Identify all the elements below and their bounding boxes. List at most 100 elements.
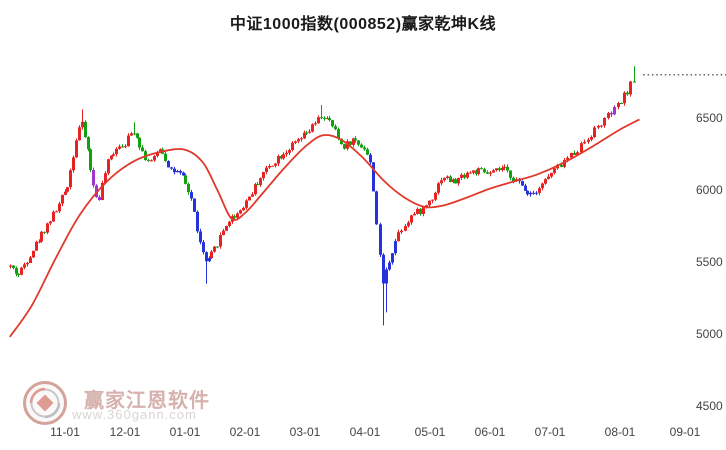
candle-body <box>475 170 478 174</box>
candle <box>620 102 623 105</box>
candle-body <box>437 183 440 193</box>
candle-body <box>446 176 449 178</box>
candle-body <box>268 166 271 168</box>
candle <box>428 200 431 208</box>
candle <box>167 160 170 168</box>
candle <box>193 198 196 212</box>
candle-body <box>20 267 23 275</box>
candle-body <box>130 133 133 136</box>
candle-body <box>222 230 225 235</box>
candle <box>213 246 216 253</box>
candle-body <box>69 170 72 188</box>
candle <box>391 253 394 265</box>
candle <box>550 172 553 179</box>
candle <box>382 253 385 326</box>
candle-body <box>265 167 268 172</box>
candle <box>182 171 185 176</box>
candle <box>12 265 15 270</box>
candle <box>495 168 498 172</box>
candle-body <box>357 140 360 145</box>
candle-body <box>124 146 127 148</box>
candle-body <box>291 142 294 150</box>
candle-body <box>225 226 228 231</box>
candle-body <box>118 146 121 149</box>
candle-body <box>138 137 141 148</box>
x-axis-label: 06-01 <box>475 425 506 439</box>
candle <box>547 174 550 180</box>
candle-body <box>538 188 541 193</box>
candle <box>317 115 320 124</box>
candle-body <box>544 179 547 184</box>
candle-body <box>187 183 190 193</box>
candle <box>138 137 141 151</box>
candle-body <box>133 133 136 135</box>
candle <box>535 191 538 196</box>
candle-body <box>391 253 394 263</box>
candle <box>580 141 583 153</box>
candle <box>288 148 291 155</box>
candle-body <box>216 246 219 248</box>
x-axis-label: 09-01 <box>670 425 701 439</box>
candle <box>38 239 41 244</box>
candle <box>43 231 46 234</box>
candle <box>600 125 603 128</box>
candle <box>449 175 452 183</box>
candle-body <box>280 156 283 159</box>
candle <box>187 182 190 195</box>
candle <box>570 152 573 158</box>
candle-body <box>320 117 323 119</box>
candle-body <box>239 210 242 214</box>
candle <box>61 194 64 207</box>
candle-body <box>89 149 92 170</box>
candle <box>251 191 254 197</box>
candle-body <box>205 252 208 262</box>
candle <box>603 117 606 128</box>
candle <box>49 220 52 226</box>
candle <box>173 166 176 175</box>
candle-body <box>173 168 176 173</box>
y-axis-label: 4500 <box>696 399 723 413</box>
candle-body <box>404 226 407 231</box>
candle-body <box>40 231 43 242</box>
candle-body <box>590 137 593 140</box>
candle <box>282 152 285 160</box>
candle <box>509 170 512 181</box>
x-axis-labels: 11-01 12-01 01-01 02-01 03-01 04-01 05-01 06-01… <box>50 425 701 439</box>
candle <box>208 256 211 263</box>
candle <box>285 150 288 157</box>
candle-body <box>219 235 222 247</box>
candle <box>89 148 92 173</box>
candle-body <box>486 172 489 174</box>
candle <box>349 141 352 146</box>
candle-body <box>407 222 410 227</box>
candle-body <box>394 241 397 254</box>
candle <box>69 168 72 190</box>
candle <box>352 137 355 148</box>
candle-body <box>337 129 340 139</box>
candle-body <box>303 132 306 139</box>
candle <box>9 264 12 269</box>
candle <box>397 229 400 242</box>
candle-body <box>182 172 185 176</box>
candle <box>124 144 127 149</box>
candle-body <box>210 251 213 259</box>
candle-body <box>633 81 636 83</box>
candle <box>446 175 449 180</box>
candle-body <box>449 176 452 182</box>
candle-body <box>469 172 472 174</box>
candle <box>583 139 586 145</box>
candle <box>633 66 636 83</box>
candle-body <box>529 192 532 195</box>
candle-body <box>477 168 480 174</box>
candle-body <box>38 241 41 243</box>
candle <box>277 154 280 167</box>
candle <box>363 145 366 151</box>
candle <box>225 225 228 231</box>
candle-body <box>199 231 202 243</box>
candle <box>15 266 18 277</box>
candle <box>75 138 78 158</box>
candle <box>228 220 231 228</box>
candle-body <box>248 196 251 201</box>
candle-body <box>553 168 556 173</box>
candle <box>196 210 199 234</box>
